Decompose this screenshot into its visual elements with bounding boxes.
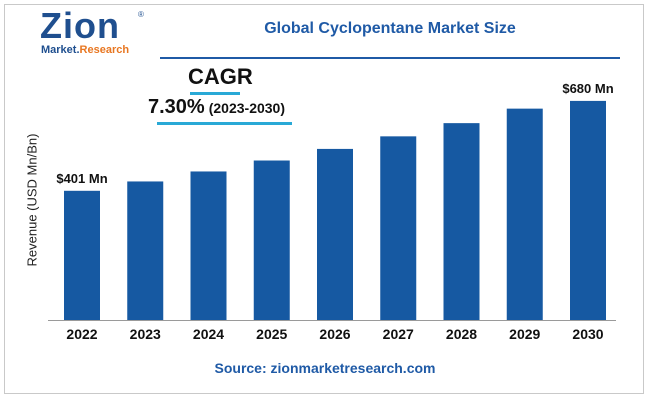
x-tick-label: 2026 bbox=[319, 326, 350, 342]
bar-2024 bbox=[190, 171, 227, 320]
cagr-percent: 7.30% bbox=[148, 96, 205, 118]
cagr-period: (2023-2030) bbox=[208, 100, 285, 116]
data-label: $680 Mn bbox=[562, 81, 613, 96]
logo-subtitle-right: Research bbox=[79, 44, 130, 56]
bar-2023 bbox=[127, 181, 164, 320]
cagr-underline bbox=[190, 92, 240, 95]
cagr-value-underline bbox=[157, 122, 292, 125]
logo-registered-mark: ® bbox=[138, 10, 144, 19]
brand-logo: Zion ® Market.Research bbox=[40, 8, 148, 58]
bar-2022 bbox=[64, 190, 100, 320]
cagr-value-line: 7.30% (2023-2030) bbox=[148, 96, 285, 119]
x-tick-label: 2029 bbox=[509, 326, 540, 342]
x-tick-label: 2025 bbox=[256, 326, 287, 342]
bar-2028 bbox=[443, 123, 480, 320]
x-tick-label: 2022 bbox=[66, 326, 97, 342]
x-tick-label: 2030 bbox=[572, 326, 603, 342]
bar-2025 bbox=[253, 160, 290, 320]
bar-2030 bbox=[570, 100, 606, 321]
title-divider bbox=[160, 57, 620, 59]
x-tick-label: 2027 bbox=[383, 326, 414, 342]
bar-2027 bbox=[380, 136, 417, 320]
bar-2029 bbox=[506, 108, 543, 320]
logo-subtitle-left: Market. bbox=[41, 44, 80, 56]
cagr-label: CAGR bbox=[188, 64, 253, 89]
logo-subtitle: Market.Research bbox=[41, 44, 129, 56]
chart-frame bbox=[4, 4, 644, 394]
x-tick-label: 2028 bbox=[446, 326, 477, 342]
x-tick-label: 2024 bbox=[193, 326, 224, 342]
logo-wordmark: Zion bbox=[40, 5, 120, 46]
bar-2026 bbox=[317, 148, 353, 320]
chart-title: Global Cyclopentane Market Size bbox=[264, 20, 516, 37]
data-label: $401 Mn bbox=[56, 171, 107, 186]
source-note: Source: zionmarketresearch.com bbox=[214, 360, 436, 376]
x-tick-label: 2023 bbox=[130, 326, 161, 342]
